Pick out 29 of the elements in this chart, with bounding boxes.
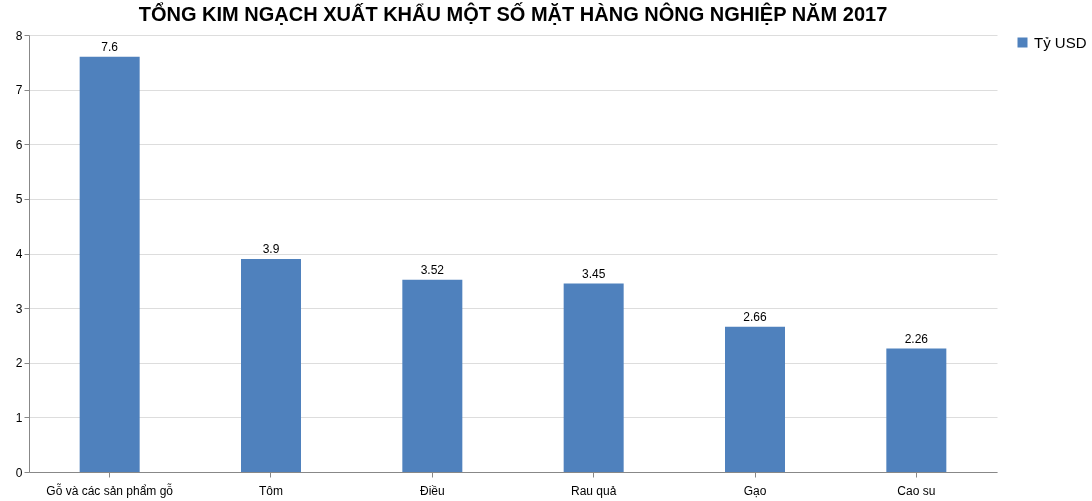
data-label: 3.9 [262, 241, 280, 256]
chart-title: TỔNG KIM NGẠCH XUẤT KHẨU MỘT SỐ MẶT HÀNG NÔNG NGHIỆP NĂM 2017 [138, 2, 888, 25]
y-tick-label: 8 [15, 28, 23, 43]
y-tick-label: 3 [15, 301, 23, 316]
data-label: 2.66 [743, 309, 767, 324]
x-tick-label: Gạo [743, 483, 767, 498]
y-tick-label: 4 [15, 247, 23, 261]
bar [241, 258, 301, 472]
x-tick-label: Gỗ và các sản phẩm gỗ [46, 482, 174, 498]
x-tick-label: Cao su [897, 483, 936, 498]
data-label: 3.52 [420, 262, 445, 277]
data-label: 3.45 [581, 266, 606, 281]
y-tick-label: 1 [15, 410, 23, 425]
y-tick-label: 5 [15, 192, 23, 207]
y-tick-label: 2 [15, 356, 23, 371]
bar [402, 279, 463, 472]
y-tick-label: 7 [15, 83, 23, 98]
bar [886, 348, 947, 472]
y-tick-label: 6 [15, 137, 23, 152]
bar [79, 56, 140, 472]
data-label: 7.6 [101, 39, 119, 54]
bar [725, 326, 785, 472]
x-tick-label: Tôm [259, 483, 283, 498]
x-tick-label: Rau quả [570, 483, 617, 498]
data-label: 2.26 [904, 331, 929, 346]
y-tick-label: 0 [15, 465, 23, 480]
x-tick-label: Điều [419, 483, 445, 498]
bar [563, 283, 624, 472]
legend-label: Tỷ USD [1034, 33, 1087, 51]
